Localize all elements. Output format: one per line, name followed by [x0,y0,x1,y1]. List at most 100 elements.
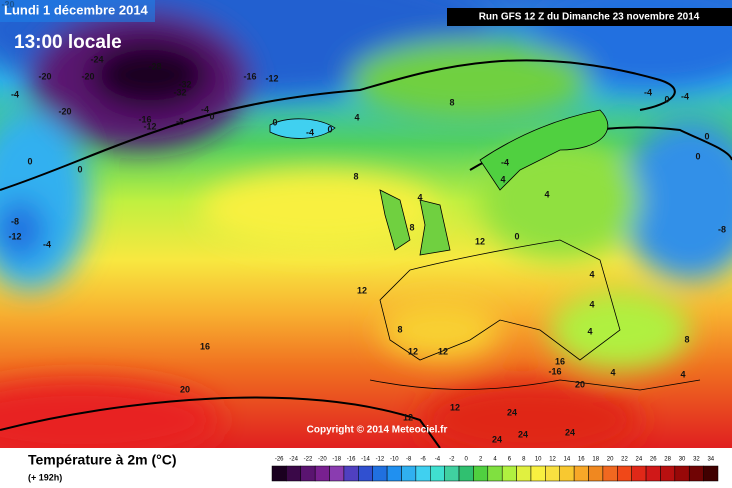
colorbar-tick-label: -4 [435,457,441,463]
map-value-label: 0 [272,117,277,127]
map-value-label: 12 [357,285,367,295]
map-value-label: 4 [680,369,685,379]
map-value-label: 12 [403,412,413,422]
map-value-label: 8 [397,324,402,334]
map-value-label: 4 [587,326,592,336]
map-value-label: 0 [209,111,214,121]
map-value-label: -16 [138,114,151,124]
map-value-label: 4 [417,192,422,202]
colorbar-swatch [645,465,661,482]
colorbar-tick-label: 26 [650,457,657,463]
colorbar-swatch [674,465,690,482]
colorbar-tick-label: 34 [707,457,714,463]
colorbar-tick-label: -6 [420,457,426,463]
colorbar-tick-label: 14 [564,457,571,463]
colorbar-tick-label: 30 [679,457,686,463]
colorbar-swatch [386,465,402,482]
colorbar-swatch [573,465,589,482]
map-value-label: 4 [500,174,505,184]
colorbar-swatch [487,465,503,482]
map-value-label: 12 [475,236,485,246]
map-value-label: -16 [243,71,256,81]
map-value-label: 0 [664,94,669,104]
map-value-label: 4 [610,367,615,377]
map-value-label: 0 [77,164,82,174]
colorbar-tick-label: -12 [376,457,385,463]
map-value-label: -32 [178,79,191,89]
colorbar-swatch [473,465,489,482]
map-value-label: 4 [589,269,594,279]
legend-title: Température à 2m (°C) [28,452,177,468]
colorbar-swatch [530,465,546,482]
colorbar-tick-label: 2 [479,457,483,463]
legend-subtitle: (+ 192h) [28,472,62,482]
colorbar-tick-label: 16 [578,457,585,463]
map-value-label: 20 [180,384,190,394]
colorbar-swatch [458,465,474,482]
colorbar-tick-label: 4 [493,457,497,463]
colorbar-tick-label: -18 [332,457,341,463]
map-value-label: -8 [11,216,19,226]
colorbar-swatch [286,465,302,482]
colorbar-tick-label: 24 [636,457,643,463]
colorbar-swatch [415,465,431,482]
colorbar-tick-label: 0 [465,457,469,463]
colorbar-swatch [588,465,604,482]
map-value-label: -12 [143,121,156,131]
colorbar-swatch [358,465,373,482]
map-value-label: 24 [492,434,502,444]
map-value-label: -16 [548,366,561,376]
colorbar-swatch [401,465,417,482]
map-value-label: -4 [681,91,689,101]
map-value-label: 8 [409,222,414,232]
map-value-label: 8 [353,171,358,181]
colorbar-swatch [703,465,719,482]
colorbar-tick-label: 18 [592,457,599,463]
map-value-label: 0 [704,131,709,141]
map-value-label: 16 [200,341,210,351]
map-value-label: -4 [501,157,509,167]
map-value-label: 8 [449,97,454,107]
colorbar-swatch [516,465,532,482]
map-value-label: -4 [43,239,51,249]
colorbar-tick-label: 10 [535,457,542,463]
colorbar-swatch [444,465,460,482]
map-value-label: -20 [38,71,51,81]
colorbar-swatch [372,465,388,482]
colorbar-tick-label: -22 [304,457,313,463]
map-value-label: 0 [514,231,519,241]
map-value-label: -28 [148,61,161,71]
colorbar-tick-label: -8 [406,457,412,463]
map-value-label: 12 [438,346,448,356]
date: Lundi 1 décembre 2014 [4,2,149,17]
map-value-label: -24 [90,54,103,64]
colorbar-swatch [559,465,575,482]
colorbar-tick-label: -26 [275,457,284,463]
colorbar-tick-label: 22 [621,457,628,463]
map-value-label: -4 [201,104,209,114]
map-value-label: 0 [327,124,332,134]
map-value-label: -8 [176,116,184,126]
colorbar-tick-label: -2 [449,457,455,463]
map-value-label: 0 [27,156,32,166]
map-value-label: 16 [555,356,565,366]
map: -20-24-28-32-32-20-20-16-12-4-20-16-12-8… [0,0,732,448]
colorbar-tick-label: -20 [318,457,327,463]
colorbar-swatch [631,465,647,482]
colorbar-tick-label: 28 [664,457,671,463]
map-value-label: 4 [544,189,549,199]
colorbar-swatch [343,465,359,482]
map-value-label: 24 [507,407,517,417]
time: 13:00 locale [14,32,122,53]
run-info: Run GFS 12 Z du Dimanche 23 novembre 201… [479,12,700,23]
map-value-label: -8 [718,224,726,234]
colorbar-swatch [501,465,517,482]
map-value-label: -32 [173,87,186,97]
colorbar-swatch [545,465,560,482]
map-value-label: 0 [695,151,700,161]
map-value-label: -4 [306,127,314,137]
map-value-label: 12 [408,346,418,356]
map-value-label: 8 [684,334,689,344]
colorbar-swatch [271,465,287,482]
